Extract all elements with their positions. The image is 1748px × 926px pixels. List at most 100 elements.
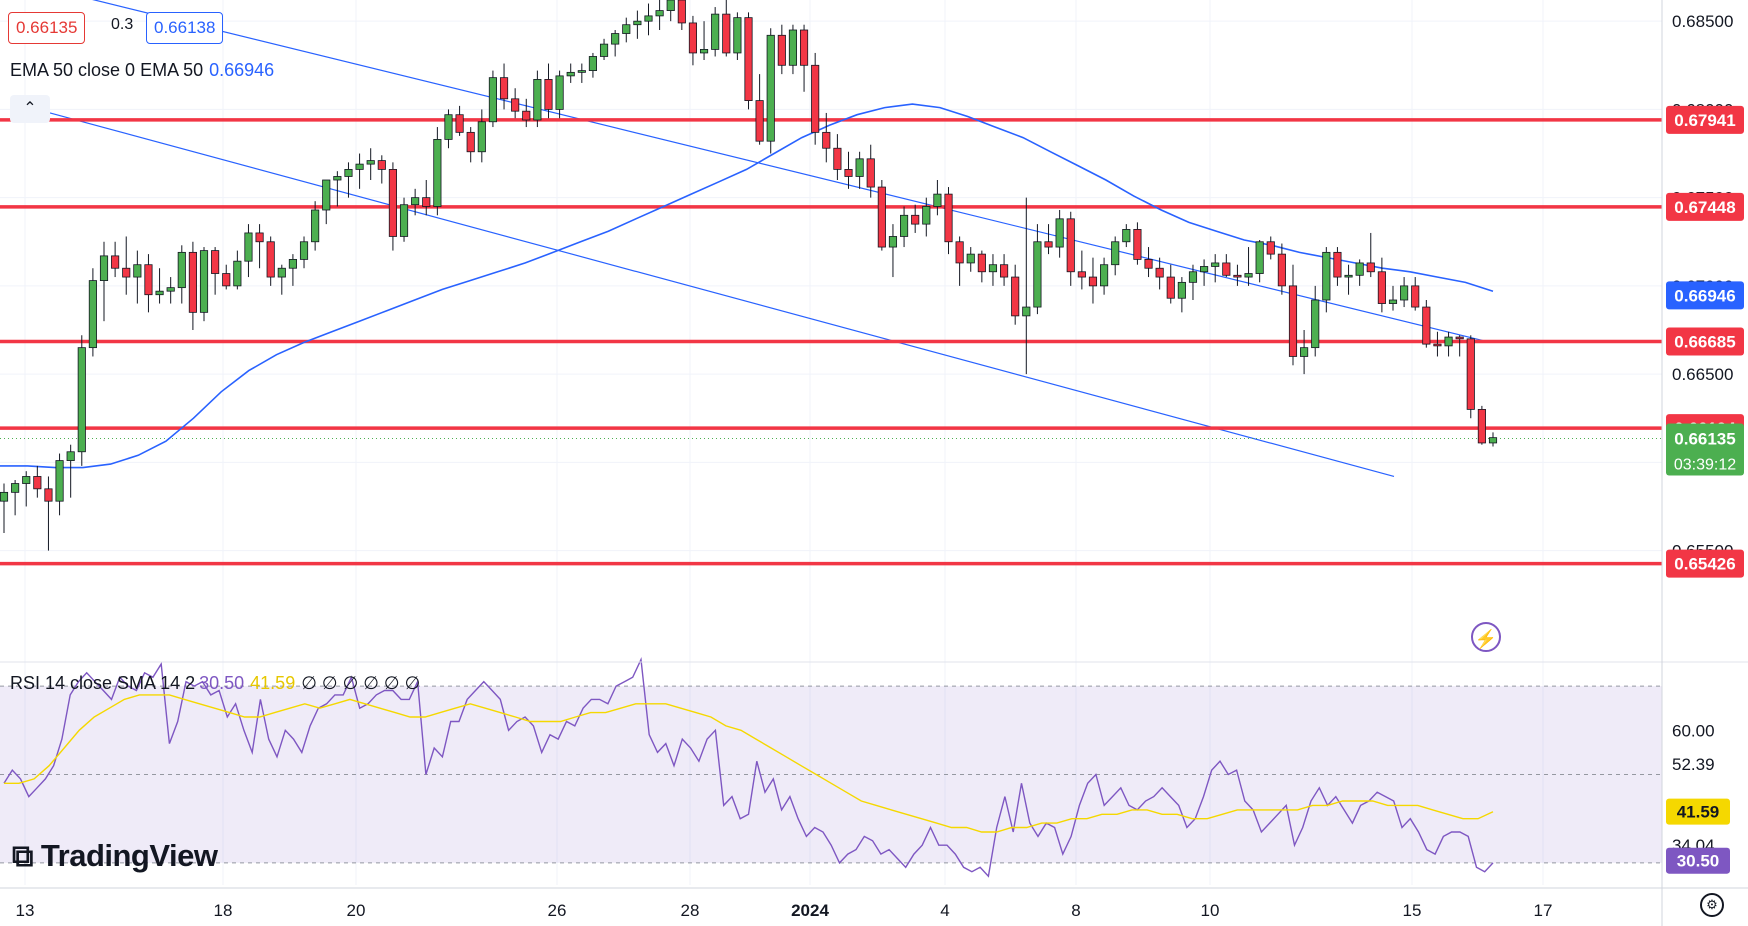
grid-layer	[0, 0, 1662, 885]
candle-down	[1266, 241, 1275, 255]
candle-down	[744, 17, 753, 101]
candle-up	[444, 114, 453, 140]
candle-up	[1255, 241, 1264, 274]
candle-up	[644, 15, 653, 22]
candle-down	[1133, 229, 1142, 260]
candle-up	[333, 176, 342, 181]
chevron-up-icon[interactable]: ⌃	[10, 95, 50, 123]
candle-up	[233, 260, 242, 287]
candle-up	[1211, 262, 1220, 267]
countdown-text: 03:39:12	[1674, 457, 1736, 474]
candle-down	[44, 488, 53, 502]
rsi-legend[interactable]: RSI 14 close SMA 14 2 30.50 41.59 ∅ ∅ ∅ ∅ ∅…	[10, 673, 420, 694]
candle-up	[599, 43, 609, 57]
candle-up	[1322, 251, 1331, 301]
price-label-text: 0.65426	[1674, 555, 1735, 574]
candle-up	[1488, 437, 1498, 444]
candle-up	[477, 121, 486, 153]
candle-down	[1222, 262, 1231, 276]
candle-down	[255, 232, 264, 243]
candle-up	[555, 75, 564, 110]
tradingview-logo[interactable]: ⧉ TradingView	[12, 838, 218, 874]
price-channel	[49, 0, 1491, 478]
rsi-lines	[3, 657, 1494, 878]
price-label-text: 0.67941	[1674, 111, 1735, 130]
candle-down	[688, 22, 698, 54]
candle-up	[288, 259, 297, 269]
candle-down	[944, 193, 953, 243]
candle-up	[355, 163, 364, 170]
rsi-sma-legend-value: 41.59	[250, 673, 296, 693]
candle-up	[1388, 299, 1398, 304]
candle-up	[199, 250, 209, 313]
time-tick-label: 8	[1071, 901, 1080, 920]
price-axis[interactable]: 0.685000.680000.675000.670000.665000.660…	[1666, 12, 1744, 578]
settings-icon[interactable]: ⚙	[1700, 893, 1724, 917]
candle-down	[1377, 271, 1386, 304]
level-price-label-box	[1666, 549, 1744, 578]
ema-legend[interactable]: EMA 50 close 0 EMA 50 0.66946	[10, 60, 274, 81]
price-label-text: 0.67448	[1674, 198, 1735, 217]
candle-up	[66, 451, 75, 461]
sell-price-box[interactable]: 0.66135	[8, 12, 86, 44]
spread-value: 0.3	[111, 16, 134, 33]
candle-up	[488, 77, 497, 123]
candle-up	[1355, 262, 1364, 276]
price-label-text: 0.66946	[1674, 286, 1735, 305]
candle-up	[577, 70, 586, 73]
candle-up	[1300, 347, 1309, 357]
candle-up	[411, 197, 420, 206]
candle-up	[855, 158, 864, 177]
price-tick-label: 0.66500	[1672, 365, 1733, 384]
candle-down	[1411, 285, 1420, 308]
time-tick-label: 26	[548, 901, 567, 920]
channel-lower-line	[49, 112, 1395, 478]
flash-icon[interactable]: ⚡	[1471, 622, 1501, 652]
candle-down	[522, 110, 531, 121]
rsi-legend-extra: ∅ ∅ ∅ ∅ ∅ ∅	[301, 673, 421, 693]
candle-up	[177, 251, 186, 289]
candle-down	[822, 131, 831, 149]
candle-up	[988, 264, 998, 273]
candle-up	[277, 267, 286, 278]
candle-down	[1477, 409, 1486, 444]
rsi-label-box	[1666, 847, 1730, 874]
time-axis[interactable]: 13 18 20 26 28 2024 4 8 10 15 17	[16, 901, 1553, 920]
buy-price-box[interactable]: 0.66138	[146, 12, 224, 44]
tradingview-logo-text: TradingView	[40, 838, 218, 873]
candle-up	[1344, 274, 1353, 278]
time-tick-label: 28	[681, 901, 700, 920]
channel-upper-line	[92, 0, 1491, 343]
candle-down	[122, 267, 131, 278]
candle-down	[1066, 218, 1075, 273]
candle-down	[511, 98, 520, 112]
candle-up	[1100, 264, 1109, 287]
candle-down	[1077, 271, 1086, 278]
candle-down	[211, 250, 220, 274]
tv-logo-icon: ⧉	[12, 840, 33, 873]
candle-up	[699, 49, 709, 54]
candle-down	[1422, 306, 1431, 345]
candle-up	[11, 483, 20, 493]
candle-down	[1288, 285, 1298, 357]
candle-down	[377, 160, 386, 170]
rsi-line	[3, 657, 1494, 878]
candle-up	[766, 34, 775, 142]
level-price-label-box	[1666, 192, 1744, 221]
candle-down	[1466, 338, 1475, 410]
candle-down	[811, 64, 820, 133]
ema-price-label-box	[1666, 281, 1744, 310]
candle-down	[1011, 276, 1020, 317]
candle-down	[1166, 276, 1175, 299]
candle-down	[388, 169, 397, 237]
time-tick-label: 4	[940, 901, 949, 920]
candle-down	[422, 197, 431, 207]
rsi-level-lines	[0, 685, 1662, 864]
candle-down	[1000, 264, 1009, 278]
candle-up	[1122, 229, 1131, 243]
candle-down	[144, 264, 153, 296]
candle-up	[588, 56, 597, 71]
ema50-polyline	[0, 103, 1494, 469]
